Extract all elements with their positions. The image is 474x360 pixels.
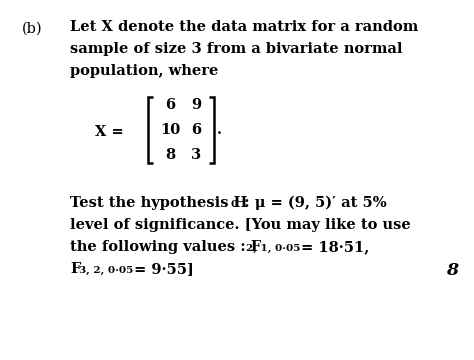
Text: F: F (70, 262, 81, 276)
Text: = 18·51,: = 18·51, (296, 240, 369, 254)
Text: the following values : F: the following values : F (70, 240, 261, 254)
Text: level of significance. [You may like to use: level of significance. [You may like to … (70, 218, 411, 232)
Text: 3, 2, 0·05: 3, 2, 0·05 (79, 266, 133, 275)
Text: Test the hypothesis H: Test the hypothesis H (70, 196, 247, 210)
Text: 6: 6 (165, 98, 175, 112)
Text: sample of size 3 from a bivariate normal: sample of size 3 from a bivariate normal (70, 42, 402, 56)
Text: 9: 9 (191, 98, 201, 112)
Text: : μ = (9, 5)′ at 5%: : μ = (9, 5)′ at 5% (239, 196, 387, 210)
Text: 0: 0 (231, 200, 238, 209)
Text: = 9·55]: = 9·55] (129, 262, 194, 276)
Text: 8: 8 (165, 148, 175, 162)
Text: 8: 8 (446, 262, 458, 279)
Text: population, where: population, where (70, 64, 219, 78)
Text: 10: 10 (160, 123, 180, 137)
Text: Let X denote the data matrix for a random: Let X denote the data matrix for a rando… (70, 20, 418, 34)
Text: 2, 1, 0·05: 2, 1, 0·05 (246, 244, 301, 253)
Text: (b): (b) (22, 22, 43, 36)
Text: 6: 6 (191, 123, 201, 137)
Text: X =: X = (95, 125, 124, 139)
Text: .: . (217, 123, 222, 137)
Text: 3: 3 (191, 148, 201, 162)
